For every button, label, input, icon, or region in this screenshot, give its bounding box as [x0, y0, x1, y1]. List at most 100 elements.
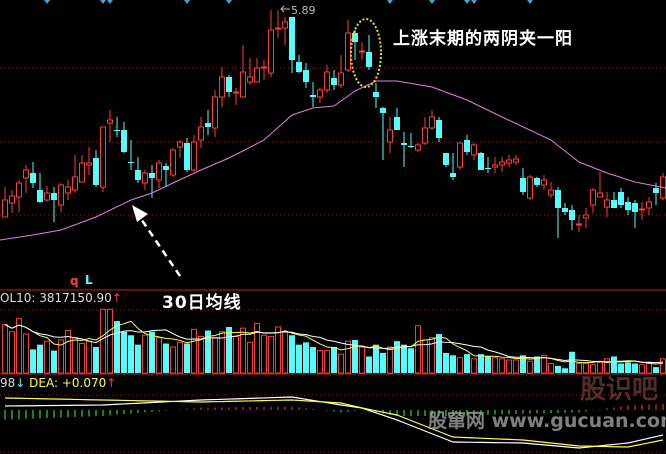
candle-body [408, 146, 414, 147]
candle-body [219, 76, 225, 98]
volume-bar [478, 354, 484, 373]
volume-bar [121, 331, 127, 373]
volume-bar [324, 350, 330, 374]
volume-bar [345, 340, 351, 374]
volume-bar [387, 346, 393, 374]
candle [128, 140, 134, 170]
candle [247, 58, 253, 85]
candle-body [107, 119, 113, 124]
candle [478, 152, 484, 170]
candle [16, 180, 22, 212]
candle [541, 175, 547, 190]
candle [338, 55, 344, 88]
volume-bar [527, 360, 533, 374]
candle-body [254, 67, 260, 83]
candle [121, 122, 127, 153]
top-marker-icon [44, 0, 50, 4]
candle-body [548, 189, 554, 196]
volume-bar [373, 344, 379, 373]
volume-bar [597, 361, 603, 374]
candle [380, 107, 386, 160]
candle-body [394, 117, 400, 130]
candle [352, 30, 358, 60]
candle [485, 157, 491, 173]
candle [317, 88, 323, 103]
volume-bar [86, 340, 92, 374]
volume-bar [303, 342, 309, 373]
volume-ma-value: OL10: 3817150.90 [0, 291, 112, 305]
l-mark: L [85, 273, 93, 287]
candle-body [156, 162, 162, 181]
candle-body [30, 173, 36, 183]
volume-bar [562, 368, 568, 373]
volume-bar [590, 364, 596, 374]
candle [51, 187, 57, 222]
volume-bar [219, 331, 225, 374]
volume-bar [492, 357, 498, 374]
candle [394, 108, 400, 130]
candle [107, 110, 113, 142]
volume-bar [254, 322, 260, 374]
volume-bar [184, 343, 190, 373]
volume-bar [247, 341, 253, 374]
volume-legend: OL10: 3817150.90↑ [0, 291, 122, 305]
candle-body [72, 176, 78, 191]
candle [254, 58, 260, 83]
volume-bar [296, 344, 302, 373]
candle [135, 157, 141, 183]
candle-body [79, 162, 85, 183]
volume-bar [485, 356, 491, 373]
candle [72, 155, 78, 193]
candle [373, 83, 379, 108]
candle [205, 110, 211, 135]
candle-body [653, 188, 659, 193]
candle-body [16, 182, 22, 198]
volume-bar [429, 337, 435, 374]
volume-bar [450, 355, 456, 373]
candle [492, 157, 498, 173]
candle-body [541, 179, 547, 186]
candle-body [114, 130, 120, 131]
candle [149, 165, 155, 198]
candle [408, 133, 414, 148]
candle [9, 190, 15, 213]
candle [611, 192, 617, 208]
candle [359, 42, 365, 60]
candle [198, 117, 204, 148]
volume-bar [107, 308, 113, 374]
candle-body [380, 108, 386, 113]
candle [618, 188, 624, 208]
volume-bar [618, 363, 624, 373]
candle [646, 197, 652, 215]
candle-body [506, 159, 512, 164]
volume-bar [632, 363, 638, 373]
top-marker-icon [471, 0, 477, 4]
candle [345, 20, 351, 72]
candle [226, 75, 232, 97]
watermark-site: 股窜网 www.gucuan.com [428, 410, 666, 432]
volume-bar [548, 363, 554, 374]
volume-bars [2, 308, 666, 374]
volume-bar [2, 324, 8, 374]
volume-bar [191, 328, 197, 374]
macd-dea-value: DEA: +0.070 [29, 376, 107, 390]
volume-bar [541, 354, 547, 374]
candle [548, 182, 554, 198]
candle-body [100, 126, 106, 188]
volume-bar [205, 330, 211, 373]
candle [632, 200, 638, 228]
volume-bar [72, 337, 78, 374]
candle-body [345, 32, 351, 71]
volume-bar [513, 359, 519, 374]
candle-body [184, 143, 190, 170]
candle-body [128, 162, 134, 163]
volume-bar [226, 326, 232, 373]
candle [79, 155, 85, 183]
volume-bar [639, 364, 645, 374]
candle-body [366, 52, 372, 67]
candle-body [387, 129, 393, 143]
volume-bar [401, 344, 407, 373]
candle [513, 155, 519, 165]
